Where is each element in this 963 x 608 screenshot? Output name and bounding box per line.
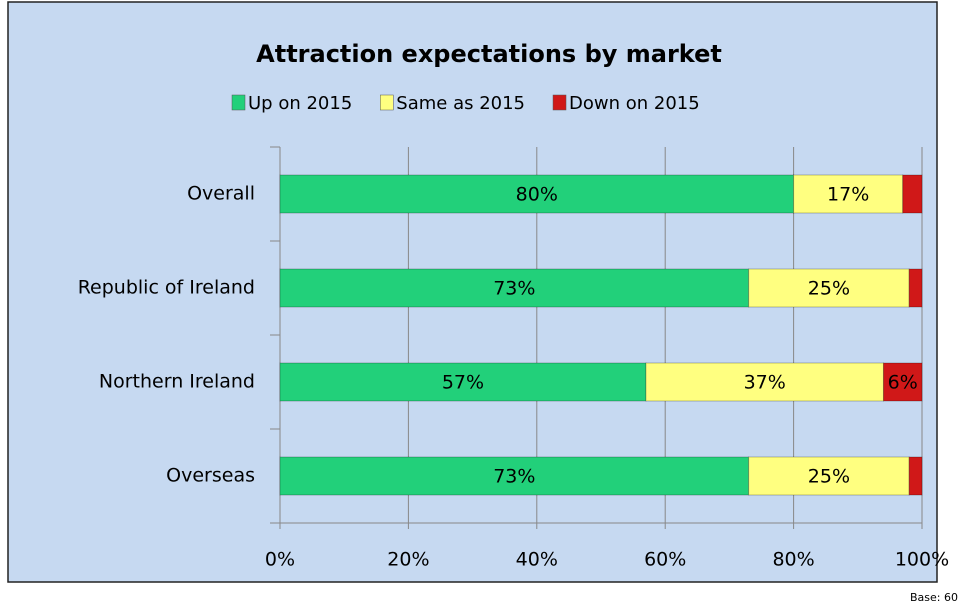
bar-segment [645, 362, 884, 402]
data-label: 6% [888, 372, 918, 394]
bar-segment [279, 456, 750, 496]
x-tick-label: 80% [772, 549, 814, 571]
footnote: Base: 60 [910, 591, 958, 604]
y-tick-label: Overall [187, 183, 255, 205]
chart-title: Attraction expectations by market [256, 40, 722, 68]
y-tick-label: Republic of Ireland [78, 277, 255, 299]
legend-swatch [552, 94, 567, 111]
bar-segment [908, 456, 923, 496]
x-tick-label: 40% [516, 549, 558, 571]
y-tick-label: Overseas [166, 465, 255, 487]
bar-segment [748, 456, 910, 496]
x-tick-label: 20% [387, 549, 429, 571]
bar-segment [748, 268, 910, 308]
data-label: 73% [493, 278, 535, 300]
data-label: 17% [827, 184, 869, 206]
bar-segment [882, 362, 923, 402]
bar-segment [793, 174, 904, 214]
legend-label: Same as 2015 [396, 93, 525, 114]
bar-segment [908, 268, 923, 308]
x-tick-label: 100% [895, 549, 949, 571]
legend-label: Down on 2015 [569, 93, 700, 114]
data-label: 73% [493, 466, 535, 488]
data-label: 25% [808, 278, 850, 300]
data-label: 37% [744, 372, 786, 394]
legend-swatch [231, 94, 246, 111]
bar-segment [279, 268, 750, 308]
data-label: 25% [808, 466, 850, 488]
bar-segment [279, 362, 647, 402]
x-tick-label: 60% [644, 549, 686, 571]
bar-segment [279, 174, 795, 214]
x-tick-label: 0% [265, 549, 295, 571]
bar-segment [902, 174, 923, 214]
y-tick-label: Northern Ireland [99, 371, 255, 393]
data-label: 57% [442, 372, 484, 394]
legend-label: Up on 2015 [248, 93, 352, 114]
data-label: 80% [516, 184, 558, 206]
legend-swatch [380, 94, 394, 111]
